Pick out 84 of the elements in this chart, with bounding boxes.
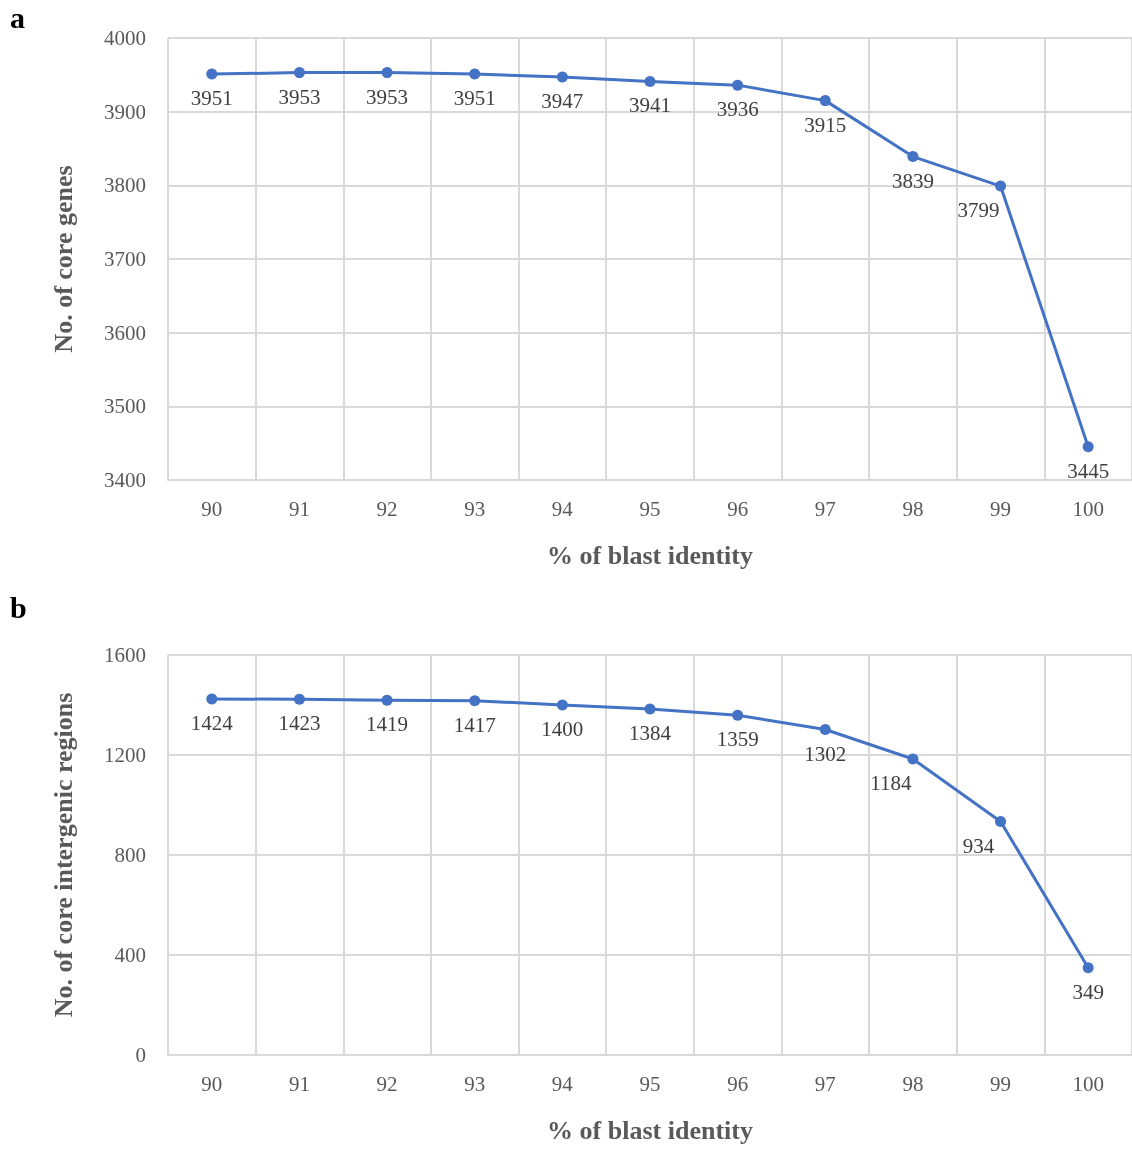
data-label: 3947 <box>541 89 584 114</box>
x-tick-label: 95 <box>639 496 661 521</box>
point <box>206 693 218 705</box>
y-tick-label: 0 <box>135 1043 146 1067</box>
data-label: 3951 <box>453 86 496 111</box>
x-tick-label: 100 <box>1072 496 1104 521</box>
x-tick-label: 99 <box>990 1071 1012 1096</box>
x-tick-label: 96 <box>727 496 749 521</box>
y-tick-label: 400 <box>114 943 146 967</box>
y-tick-label: 3500 <box>104 394 146 419</box>
point <box>381 67 393 79</box>
x-tick-label: 98 <box>902 1071 924 1096</box>
data-label: 1400 <box>541 717 584 741</box>
data-label: 3915 <box>804 112 847 137</box>
point <box>644 75 656 87</box>
point <box>819 95 831 107</box>
data-label: 1184 <box>870 771 913 795</box>
x-tick-label: 97 <box>814 496 836 521</box>
point <box>995 816 1007 827</box>
data-label: 934 <box>962 833 995 858</box>
data-label: 1419 <box>366 712 409 737</box>
x-tick-label: 96 <box>727 1071 749 1096</box>
x-tick-label: 100 <box>1072 1071 1104 1096</box>
y-axis-title: No. of core intergenic regions <box>48 692 78 1018</box>
text: a <box>10 0 25 34</box>
data-label: 1384 <box>629 721 672 745</box>
x-tick-label: 98 <box>902 496 924 521</box>
y-tick-label: 3400 <box>104 468 146 492</box>
point <box>1082 962 1094 974</box>
y-tick-label: 3600 <box>104 320 146 345</box>
x-tick-label: 93 <box>464 496 486 521</box>
x-tick-label: 99 <box>990 496 1012 521</box>
data-label: 349 <box>1072 979 1104 1004</box>
point <box>995 180 1007 192</box>
y-tick-label: 1600 <box>104 643 146 667</box>
point <box>381 694 393 706</box>
y-tick-label: 800 <box>114 843 146 867</box>
x-tick-label: 93 <box>464 1071 486 1096</box>
point <box>206 68 218 80</box>
data-label: 3839 <box>891 168 934 193</box>
x-tick-label: 92 <box>376 1071 398 1096</box>
point <box>1082 441 1094 453</box>
x-tick-label: 91 <box>288 1071 310 1096</box>
point <box>556 699 568 711</box>
text: b <box>10 590 27 624</box>
point <box>556 71 568 83</box>
point <box>469 695 481 707</box>
data-label: 3799 <box>957 198 1000 223</box>
data-label: 1424 <box>190 711 234 735</box>
data-label: 1417 <box>453 712 496 737</box>
x-axis-title: % of blast identity <box>547 540 753 570</box>
y-tick-label: 4000 <box>104 26 146 50</box>
x-tick-label: 94 <box>551 496 574 521</box>
y-tick-label: 1200 <box>104 743 146 767</box>
data-label: 1423 <box>278 711 321 736</box>
point <box>907 151 919 163</box>
point <box>293 693 305 705</box>
y-tick-label: 3700 <box>104 247 146 271</box>
point <box>732 709 744 721</box>
y-axis-title: No. of core genes <box>48 165 78 353</box>
data-label: 3941 <box>629 93 671 118</box>
data-label: 3951 <box>190 86 233 111</box>
point <box>907 753 919 765</box>
x-tick-label: 97 <box>814 1071 836 1096</box>
x-tick-label: 92 <box>376 496 398 521</box>
data-label: 1302 <box>804 741 847 766</box>
x-tick-label: 95 <box>639 1071 661 1096</box>
x-axis-title: % of blast identity <box>547 1115 753 1145</box>
x-tick-label: 94 <box>551 1071 574 1096</box>
data-label: 3936 <box>716 97 759 122</box>
point <box>644 703 656 715</box>
x-tick-label: 90 <box>201 496 223 521</box>
data-label: 3953 <box>278 84 321 109</box>
y-tick-label: 3800 <box>104 173 146 198</box>
y-tick-label: 3900 <box>104 99 146 124</box>
point <box>819 724 831 735</box>
data-label: 3953 <box>366 84 409 109</box>
x-tick-label: 91 <box>288 496 310 521</box>
point <box>293 67 305 79</box>
x-tick-label: 90 <box>201 1071 223 1096</box>
point <box>732 79 744 91</box>
data-label: 1359 <box>716 727 759 752</box>
data-label: 3445 <box>1067 458 1110 483</box>
point <box>469 68 481 80</box>
